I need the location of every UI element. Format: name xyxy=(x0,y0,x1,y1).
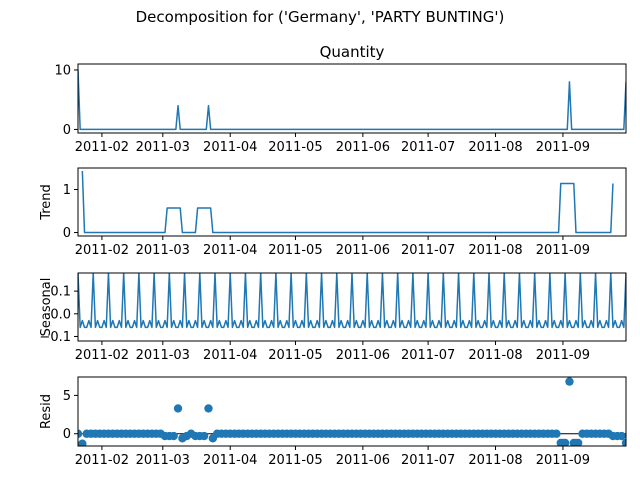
resid-point xyxy=(199,431,209,441)
x-tick-label: 2011-03 xyxy=(136,140,190,155)
panel-resid: Resid 0 5 2011-02 2011-03 2011-04 2011-05 2011-… xyxy=(39,376,627,468)
x-tick-label: 2011-02 xyxy=(75,243,129,258)
resid-point xyxy=(78,439,87,446)
x-tick-label: 2011-02 xyxy=(75,140,129,155)
x-tick-label: 2011-05 xyxy=(268,453,322,468)
x-tick-label: 2011-04 xyxy=(203,140,257,155)
y-tick-label: 10 xyxy=(54,63,71,78)
resid-point xyxy=(169,431,178,441)
y-tick-label: 0 xyxy=(63,123,71,138)
axes-frame xyxy=(77,272,627,342)
y-tick-label: 1 xyxy=(63,183,71,198)
x-tick-label: 2011-06 xyxy=(336,348,390,363)
x-tick-label: 2011-08 xyxy=(468,453,522,468)
resid-point xyxy=(173,404,183,413)
resid-point xyxy=(552,429,561,438)
resid-point xyxy=(565,377,574,386)
x-tick-label: 2011-02 xyxy=(75,453,129,468)
y-tick-label: 0.0 xyxy=(50,307,71,322)
panel-quantity: Quantity 0 10 2011-02 2011-03 2011-04 2011-05 2… xyxy=(54,43,627,155)
series-line xyxy=(81,170,614,234)
plot-area xyxy=(78,273,626,329)
x-tick-label: 2011-08 xyxy=(468,140,522,155)
x-tick-label: 2011-09 xyxy=(536,140,590,155)
x-tick-label: 2011-03 xyxy=(136,243,190,258)
axes-frame xyxy=(77,376,627,447)
resid-point xyxy=(621,438,626,446)
x-tick-label: 2011-07 xyxy=(401,140,455,155)
x-tick-label: 2011-08 xyxy=(468,348,522,363)
y-axis-label: Resid xyxy=(39,394,54,429)
figure-suptitle: Decomposition for ('Germany', 'PARTY BUN… xyxy=(136,8,505,26)
x-tick-label: 2011-04 xyxy=(203,453,257,468)
y-tick-label: −0.1 xyxy=(39,330,71,345)
panel-title: Quantity xyxy=(320,43,385,61)
x-tick-label: 2011-04 xyxy=(203,348,257,363)
y-tick-label: 0.1 xyxy=(50,285,71,300)
x-tick-label: 2011-09 xyxy=(536,348,590,363)
x-tick-label: 2011-07 xyxy=(401,453,455,468)
plot-area xyxy=(78,69,626,131)
x-tick-label: 2011-03 xyxy=(136,453,190,468)
y-axis-label: Seasonal xyxy=(39,278,54,337)
y-axis-label: Trend xyxy=(39,184,54,221)
resid-point xyxy=(558,438,568,446)
x-tick-label: 2011-06 xyxy=(336,243,390,258)
x-tick-label: 2011-04 xyxy=(203,243,257,258)
resid-point xyxy=(78,429,83,438)
axes-frame xyxy=(77,63,627,134)
y-tick-label: 0 xyxy=(63,427,71,442)
x-tick-label: 2011-05 xyxy=(268,140,322,155)
x-tick-label: 2011-06 xyxy=(336,140,390,155)
x-tick-label: 2011-08 xyxy=(468,243,522,258)
resid-point xyxy=(617,431,626,441)
x-tick-label: 2011-03 xyxy=(136,348,190,363)
x-tick-label: 2011-09 xyxy=(536,243,590,258)
x-tick-label: 2011-07 xyxy=(401,348,455,363)
x-tick-label: 2011-05 xyxy=(268,348,322,363)
plot-area xyxy=(81,170,614,234)
x-tick-label: 2011-05 xyxy=(268,243,322,258)
y-tick-label: 0 xyxy=(63,226,71,241)
x-tick-label: 2011-02 xyxy=(75,348,129,363)
series-line xyxy=(78,69,626,131)
x-tick-label: 2011-06 xyxy=(336,453,390,468)
resid-point xyxy=(571,438,581,446)
axes-frame xyxy=(77,167,627,237)
x-tick-label: 2011-09 xyxy=(536,453,590,468)
series-line xyxy=(78,273,626,329)
x-tick-label: 2011-07 xyxy=(401,243,455,258)
plot-area xyxy=(78,377,626,446)
panel-trend: Trend 0 1 2011-02 2011-03 2011-04 2011-05 2011-… xyxy=(39,167,627,258)
resid-point xyxy=(204,404,213,413)
y-tick-label: 5 xyxy=(63,389,71,404)
